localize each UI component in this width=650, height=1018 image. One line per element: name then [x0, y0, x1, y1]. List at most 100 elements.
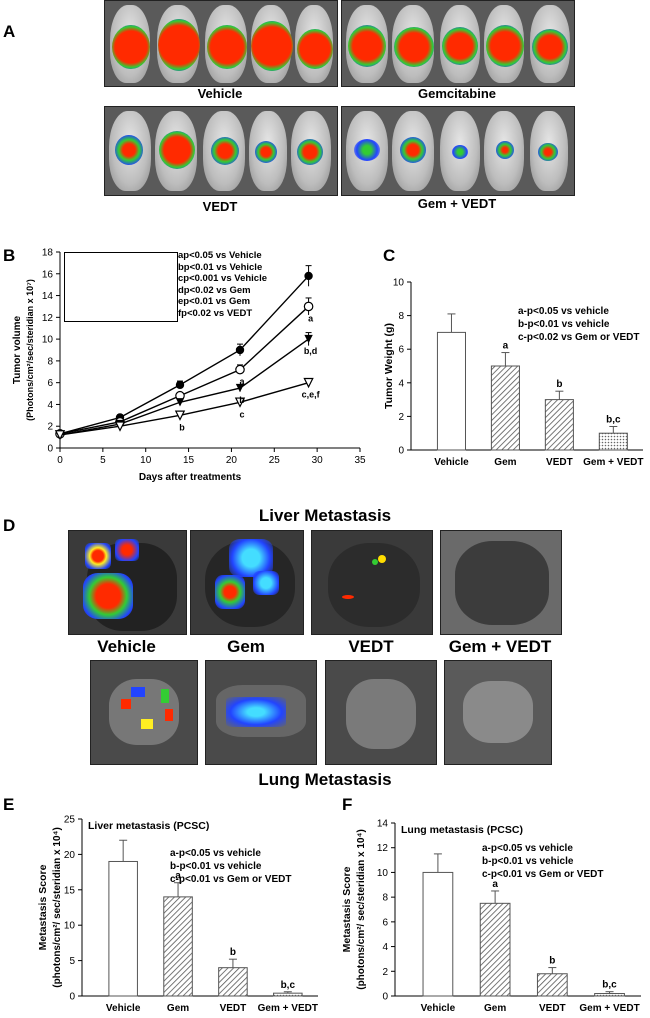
category-label: Gem [494, 457, 516, 468]
lung-vedt-image [325, 660, 437, 765]
stat-line: c-p<0.01 vs Gem or VEDT [482, 869, 604, 880]
stat-line: cp<0.001 vs Vehicle [178, 273, 267, 284]
bar [163, 896, 193, 997]
x-tick-label: 25 [269, 455, 281, 466]
stat-line: b-p<0.01 vs vehicle [482, 856, 574, 867]
stat-line: c-p<0.02 vs Gem or VEDT [518, 332, 640, 343]
category-label: VEDT [539, 1003, 566, 1014]
gemcitabine-caption: Gemcitabine [417, 86, 497, 101]
significance-label: a [492, 879, 498, 890]
significance-label: c,e,f [302, 390, 321, 400]
data-point [304, 334, 313, 344]
data-point [175, 398, 185, 407]
category-label: Gem + VEDT [579, 1003, 639, 1014]
bar [479, 902, 511, 997]
chart-e-stats: a-p<0.05 vs vehicle b-p<0.01 vs vehicle … [170, 847, 291, 886]
bar [536, 973, 568, 997]
stat-line: ap<0.05 vs Vehicle [178, 250, 262, 261]
significance-label: b [239, 395, 245, 405]
y-tick-label: 16 [42, 269, 54, 280]
vehicle-caption: Vehicle [197, 86, 243, 101]
y-axis-label: Tumor Weight (g) [383, 323, 395, 409]
tumor-weight-bar-chart: 0 2 4 6 8 10 Vehicle a Gem b VEDT b,c Gem + VEDT Tumo… [383, 278, 643, 469]
category-label: Gem + VEDT [583, 457, 643, 468]
liver-vedt-label: VEDT [348, 637, 394, 656]
chart-title: Lung metastasis (PCSC) [401, 824, 523, 836]
category-label: Vehicle [106, 1003, 141, 1014]
panel-letter-a: A [3, 22, 16, 41]
y-tick-label: 10 [42, 335, 54, 346]
category-label: Gem + VEDT [258, 1003, 318, 1014]
significance-label: a [175, 871, 181, 882]
lung-gem-image [205, 660, 317, 765]
y-axis-label-units: (photons/cm²/ sec/steridian x 10⁴) [356, 829, 367, 990]
significance-label: a [308, 313, 314, 323]
chart-f-stats: a-p<0.05 vs vehicle b-p<0.01 vs vehicle … [482, 842, 603, 881]
lung-gem-vedt-image [444, 660, 552, 765]
x-tick-label: 35 [354, 455, 366, 466]
y-tick-label: 2 [382, 967, 388, 978]
y-tick-label: 8 [398, 311, 404, 322]
significance-label: b,d [304, 346, 318, 356]
stat-line: a-p<0.05 vs vehicle [482, 843, 573, 854]
y-axis-label-units: (Photons/cm²/sec/steridian x 10⁷) [25, 279, 35, 421]
lung-metastasis-bar-chart: 0 2 4 6 8 10 12 14 Vehicle a Gem b VEDT b,c Gem + VEDT… [341, 819, 641, 1014]
significance-label: b [179, 422, 185, 432]
category-label: Gem [484, 1003, 506, 1014]
significance-label: b [556, 379, 562, 390]
liver-gem-image [190, 530, 304, 635]
category-label: Vehicle [421, 1003, 456, 1014]
data-point [303, 377, 314, 389]
bar [490, 365, 520, 451]
bar [598, 432, 628, 451]
y-tick-label: 0 [47, 444, 53, 455]
chart-title: Liver metastasis (PCSC) [88, 820, 209, 832]
significance-label: a [239, 377, 245, 387]
y-tick-label: 12 [42, 313, 54, 324]
y-tick-label: 14 [377, 819, 389, 830]
bar [218, 967, 248, 997]
y-tick-label: 6 [47, 378, 53, 389]
vedt-mice-image [104, 106, 338, 196]
y-tick-label: 2 [47, 422, 53, 433]
y-tick-label: 10 [393, 278, 405, 289]
vehicle-mice-image [104, 0, 338, 87]
category-label: VEDT [546, 457, 573, 468]
panel-letter-f: F [342, 795, 353, 814]
data-point [235, 345, 245, 355]
bar [108, 860, 138, 997]
y-axis-label: Metastasis Score [341, 866, 353, 952]
y-tick-label: 25 [64, 815, 76, 826]
y-tick-label: 0 [69, 992, 75, 1003]
panel-letter-d: D [3, 516, 16, 535]
series-gem-vedt [54, 377, 314, 441]
x-tick-label: 30 [312, 455, 324, 466]
liver-metastasis-title: Liver Metastasis [258, 506, 392, 525]
stat-line: b-p<0.01 vs vehicle [170, 861, 262, 872]
stat-line: b-p<0.01 vs vehicle [518, 319, 610, 330]
significance-label: b [230, 947, 236, 958]
gem-vedt-mice-image [341, 106, 575, 196]
x-tick-label: 5 [100, 455, 106, 466]
stat-line: dp<0.02 vs Gem [178, 284, 251, 296]
bar [273, 992, 303, 997]
category-label: Gem [167, 1003, 189, 1014]
gemcitabine-mice-image [341, 0, 575, 87]
stat-line: ep<0.01 vs Gem [178, 296, 251, 307]
y-axis-label: Metastasis Score [37, 864, 49, 950]
significance-label: b [549, 956, 555, 967]
data-point [234, 397, 246, 408]
stat-line: c-p<0.01 vs Gem or VEDT [170, 874, 292, 885]
liver-metastasis-bar-chart: 0 5 10 15 20 25 Vehicle a Gem b VEDT b,c Gem + VEDT L… [37, 815, 318, 1014]
panel-letter-b: B [3, 246, 16, 265]
chart-c-stats: a-p<0.05 vs vehicle b-p<0.01 vs vehicle … [518, 305, 639, 344]
x-tick-label: 20 [226, 455, 238, 466]
data-point [303, 301, 314, 312]
panel-letter-e: E [3, 795, 15, 814]
data-point [54, 430, 66, 441]
y-tick-label: 6 [382, 917, 388, 928]
liver-gem-vedt-image [440, 530, 562, 635]
data-point [175, 380, 185, 390]
liver-vedt-image [311, 530, 433, 635]
y-tick-label: 18 [42, 248, 54, 259]
